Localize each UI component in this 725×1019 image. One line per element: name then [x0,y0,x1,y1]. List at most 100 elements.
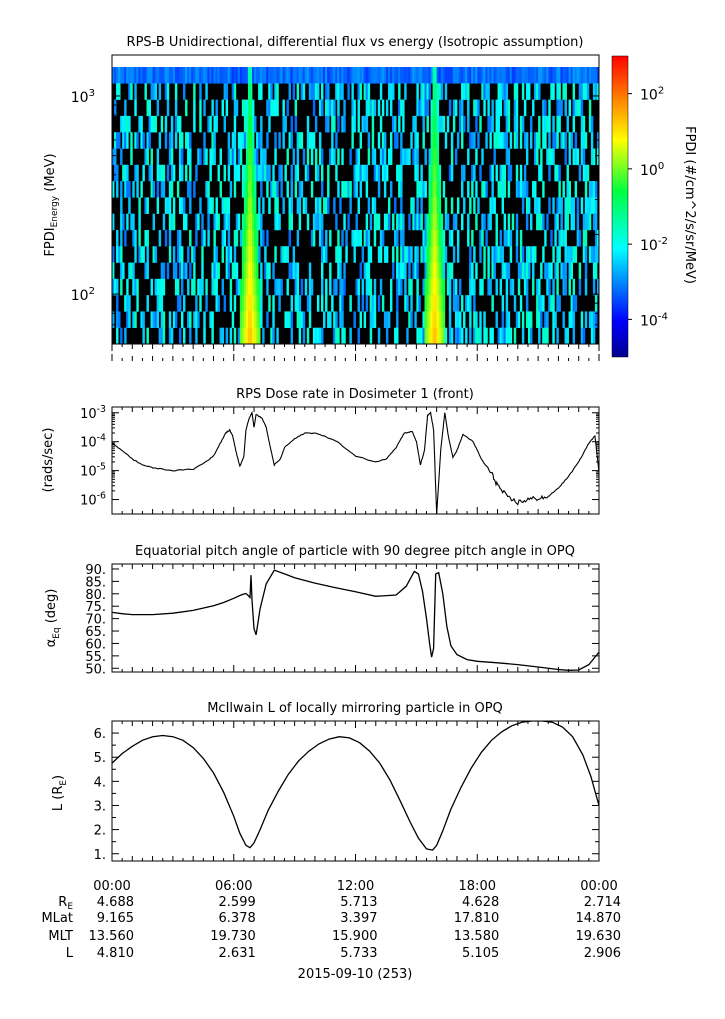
spectrogram-cell [316,67,320,84]
spectrogram-cell [572,115,576,133]
spectrogram-cell [379,83,383,100]
spectrogram-cell [436,148,440,166]
spectrogram-cell [511,67,515,84]
spectrogram-cell [318,213,322,231]
spectrogram-cell [404,295,407,312]
spectrogram-cell [233,181,237,198]
y-tick-label: 10-6 [80,491,106,509]
spectrogram-cell [515,115,519,133]
spectrogram-cell [538,197,541,214]
spectrogram-cell [436,327,440,344]
spectrogram-cell [296,197,300,214]
spectrogram-cell [515,311,519,328]
spectrogram-cell [166,99,170,117]
ephemeris-value: 15.900 [332,929,378,944]
spectrogram-cell [363,311,367,328]
spectrogram-cell [499,132,502,149]
spectrogram-cell [128,67,131,84]
spectrogram-cell [122,132,125,149]
spectrogram-cell [432,229,436,247]
spectrogram-cell [329,67,332,84]
spectrogram-cell [245,295,249,312]
ephemeris-value: 6.378 [219,911,256,926]
spectrogram-cell [302,197,306,214]
spectrogram-cell [343,115,346,133]
spectrogram-cell [477,67,480,84]
spectrogram-cell [580,197,584,214]
spectrogram-cell [180,132,184,149]
spectrogram-cell [138,229,141,247]
spectrogram-cell [517,67,521,84]
spectrogram-cell [592,181,596,198]
spectrogram-cell [172,197,176,214]
spectrogram-cells [112,67,599,344]
spectrogram-cell [497,132,500,149]
spectrogram-cell [491,327,494,344]
spectrogram-cell [187,278,190,296]
spectrogram-cell [337,246,340,263]
spectrogram-cell [160,327,164,344]
spectrogram-cell [355,229,358,247]
spectrogram-cell [258,327,261,344]
spectrogram-cell [475,327,478,344]
spectrogram-cell [572,278,576,296]
spectrogram-cell [120,181,123,198]
spectrogram-cell [387,67,391,84]
mcilwain-l-x-ticks [111,721,600,861]
spectrogram-cell [357,295,360,312]
spectrogram-cell [519,262,523,280]
spectrogram-cell [321,278,324,296]
spectrogram-cell [260,67,263,84]
spectrogram-cell [292,246,296,263]
spectrogram-cell [442,295,446,312]
spectrogram-cell [282,132,285,149]
spectrogram-cell [465,295,468,312]
spectrogram-cell [568,311,571,328]
spectrogram-cell [588,213,592,231]
spectrogram-cell [268,67,271,84]
spectrogram-cell [365,164,369,182]
spectrogram-cell [570,132,574,149]
spectrogram-cell [162,181,166,198]
spectrogram-cell [379,115,383,133]
spectrogram-cell [383,246,387,263]
spectrogram-cell [489,115,492,133]
spectrogram-cell [185,164,188,182]
spectrogram-cell [546,67,549,84]
spectrogram-cell [213,213,216,231]
spectrogram-cell [373,148,377,166]
spectrogram-cell [266,67,269,84]
spectrogram-cell [168,197,172,214]
spectrogram-cell [290,327,293,344]
spectrogram-cell [440,83,444,100]
spectrogram-cell [430,181,434,198]
spectrogram-cell [168,148,172,166]
spectrogram-cell [436,181,440,198]
spectrogram-cell [199,278,202,296]
spectrogram-cell [584,132,588,149]
spectrogram-cell [536,83,539,100]
ephemeris-value: 2.714 [584,895,621,910]
spectrogram-cell [436,132,440,149]
spectrogram-cell [503,181,507,198]
spectrogram-cell [241,229,245,247]
spectrogram-cell [383,311,387,328]
spectrogram-cell [359,181,362,198]
spectrogram-cell [481,229,484,247]
spectrogram-cell [532,67,535,84]
spectrogram-cell [436,229,440,247]
spectrogram-cell [392,83,395,100]
spectrogram-cell [560,229,563,247]
spectrogram-cell [243,229,247,247]
spectrogram-cell [396,311,399,328]
ephemeris-value: 13.580 [454,929,500,944]
spectrogram-cell [542,327,545,344]
spectrogram-cell [495,278,498,296]
spectrogram-cell [456,246,460,263]
spectrogram-cell [215,295,218,312]
spectrogram-cell [298,295,302,312]
spectrogram-cell [247,132,251,149]
spectrogram-cell [361,295,365,312]
spectrogram-cell [527,311,531,328]
spectrogram-cell [193,278,196,296]
